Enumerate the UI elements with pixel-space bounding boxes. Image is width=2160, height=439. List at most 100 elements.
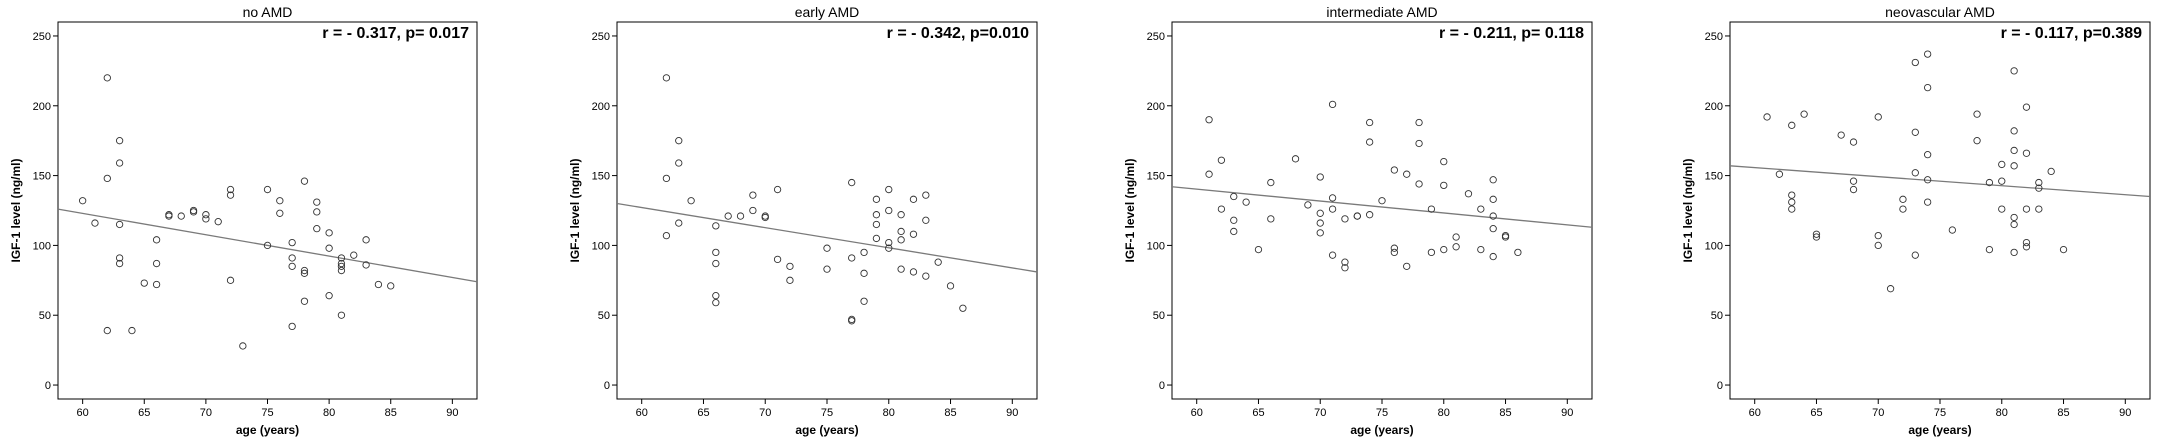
y-tick-label: 200	[1147, 101, 1165, 113]
data-point	[1973, 110, 1981, 118]
data-point	[749, 206, 757, 215]
data-point	[1427, 205, 1436, 213]
x-tick-label: 90	[1006, 407, 1018, 419]
data-point	[91, 219, 99, 227]
data-point	[1812, 230, 1821, 238]
data-point	[1973, 137, 1981, 145]
y-tick-label: 200	[592, 101, 610, 113]
chart-title: neovascular AMD	[1885, 4, 1995, 20]
data-point	[288, 254, 296, 262]
data-point	[2010, 162, 2018, 170]
fit-line	[1729, 165, 2151, 198]
x-axis-label: age (years)	[795, 423, 858, 437]
data-point	[103, 174, 111, 183]
x-tick-label: 80	[1438, 407, 1450, 419]
x-tick-label: 80	[1996, 407, 2008, 419]
data-point	[152, 280, 161, 289]
data-point	[1403, 262, 1411, 271]
data-point	[337, 311, 346, 319]
chart-title: no AMD	[243, 4, 293, 20]
plot-frame	[1171, 21, 1593, 400]
data-point	[946, 282, 955, 290]
data-point	[860, 297, 868, 305]
data-point	[325, 229, 333, 237]
data-point	[1886, 285, 1895, 293]
y-tick-label: 250	[33, 31, 51, 43]
data-point	[350, 251, 358, 259]
data-point	[1477, 205, 1485, 213]
y-axis-label: IGF-1 level (ng/ml)	[568, 158, 582, 262]
data-point	[1788, 121, 1796, 129]
y-tick-label: 250	[1147, 31, 1165, 43]
x-tick-label: 80	[883, 407, 895, 419]
data-point	[1899, 195, 1907, 203]
data-point	[2010, 127, 2018, 135]
data-point	[909, 195, 918, 203]
data-point	[1837, 131, 1845, 139]
x-tick-label: 85	[1499, 407, 1511, 419]
data-point	[1390, 248, 1399, 257]
data-point	[848, 178, 856, 187]
correlation-annotation: r = - 0.342, p=0.010	[887, 25, 1029, 42]
data-point	[2035, 178, 2043, 187]
scatter-chart-2: early AMD r = - 0.342, p=0.010 60 65 70 75 80 8…	[568, 4, 1038, 437]
data-point	[1304, 201, 1312, 209]
x-tick-label: 75	[1376, 407, 1388, 419]
data-point	[848, 254, 856, 262]
data-point	[2059, 245, 2068, 254]
data-point	[1763, 113, 1771, 121]
data-point	[226, 276, 235, 284]
data-point	[885, 244, 893, 252]
plot-frame	[1729, 21, 2151, 400]
x-tick-label: 65	[138, 407, 150, 419]
data-point	[1464, 190, 1473, 198]
data-point	[1217, 156, 1226, 164]
y-tick-label: 50	[1711, 310, 1723, 322]
data-point	[1849, 185, 1858, 194]
data-point	[1874, 113, 1882, 121]
data-point	[1316, 209, 1324, 217]
data-point	[1440, 181, 1448, 190]
data-point	[288, 238, 296, 247]
chart-title: intermediate AMD	[1326, 4, 1437, 20]
y-tick-label: 50	[1153, 310, 1165, 322]
data-point	[909, 268, 918, 276]
data-point	[128, 326, 136, 335]
data-point	[78, 197, 87, 205]
data-point	[1341, 215, 1349, 223]
data-point	[300, 177, 309, 185]
data-point	[226, 191, 235, 199]
data-point	[786, 276, 794, 284]
data-point	[1923, 198, 1932, 206]
data-point	[1489, 212, 1497, 220]
data-point	[1489, 225, 1497, 233]
data-point	[1452, 233, 1460, 241]
scatter-chart-1: no AMD r = - 0.317, p= 0.017 60 65 70 75 80 85 9…	[9, 4, 478, 437]
data-point	[103, 326, 111, 335]
y-tick-label: 0	[1717, 380, 1723, 392]
data-point	[1328, 251, 1337, 259]
data-point	[300, 269, 309, 277]
data-point	[263, 241, 272, 250]
data-point	[115, 220, 124, 229]
data-point	[872, 211, 881, 219]
data-point	[1998, 205, 2006, 213]
x-tick-label: 90	[446, 407, 458, 419]
data-point	[1911, 58, 1919, 67]
data-point	[712, 292, 720, 300]
data-point	[675, 137, 683, 145]
data-point	[1849, 177, 1858, 185]
correlation-annotation: r = - 0.117, p=0.389	[2001, 25, 2143, 42]
data-point	[2010, 248, 2018, 257]
data-point	[1788, 191, 1796, 199]
data-point	[337, 262, 346, 271]
data-point	[675, 219, 683, 227]
y-tick-label: 200	[33, 101, 51, 113]
data-point	[712, 248, 720, 257]
data-point	[773, 255, 782, 264]
data-point	[263, 185, 272, 194]
data-point	[1365, 118, 1374, 127]
data-point	[662, 231, 671, 240]
